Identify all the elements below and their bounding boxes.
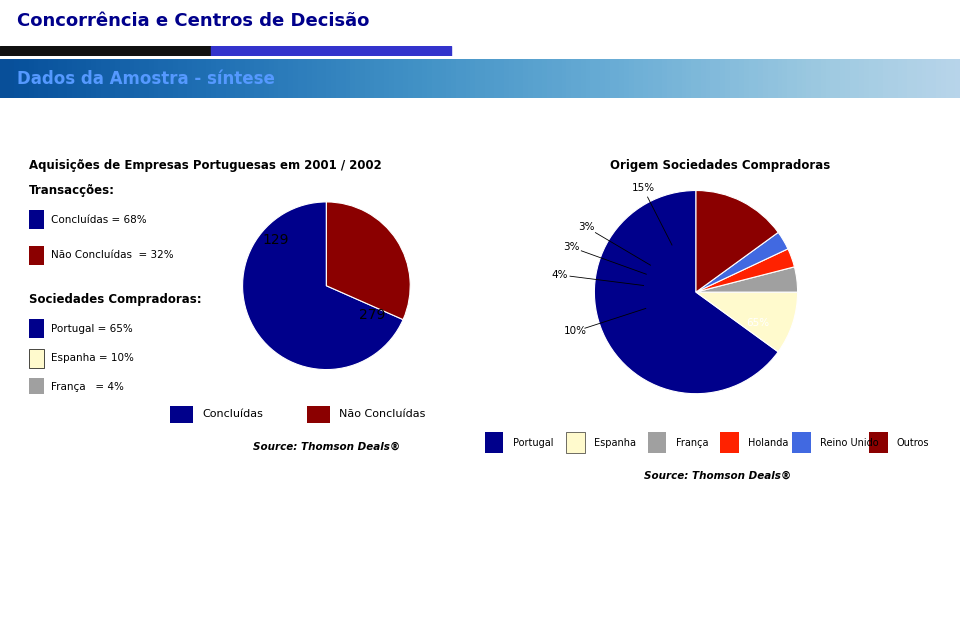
Text: 65%: 65% — [746, 319, 769, 328]
Text: Transacções:: Transacções: — [29, 184, 115, 197]
Bar — [792, 432, 810, 453]
Text: Aquisições de Empresas Portuguesas em 2001 / 2002: Aquisições de Empresas Portuguesas em 20… — [29, 159, 381, 172]
Bar — [720, 432, 738, 453]
Wedge shape — [696, 267, 798, 292]
Text: Transacções em Portugal 2001 e 2002: Transacções em Portugal 2001 e 2002 — [317, 111, 643, 126]
Text: França   = 4%: França = 4% — [51, 382, 124, 392]
Text: 3%: 3% — [579, 222, 595, 232]
Bar — [29, 319, 44, 338]
Wedge shape — [696, 190, 779, 292]
Text: Portugal = 65%: Portugal = 65% — [51, 324, 133, 334]
Text: Source: Thomson Deals®: Source: Thomson Deals® — [644, 471, 791, 481]
Text: Espanha = 10%: Espanha = 10% — [51, 353, 134, 363]
Bar — [0, 46, 211, 56]
Bar — [29, 378, 44, 397]
Bar — [566, 432, 585, 453]
Text: França: França — [676, 438, 708, 448]
Bar — [648, 432, 666, 453]
Text: Concorrência e Centros de Decisão: Concorrência e Centros de Decisão — [17, 11, 370, 30]
Bar — [211, 46, 451, 56]
Bar — [170, 406, 193, 423]
Wedge shape — [696, 249, 795, 292]
Text: Holanda: Holanda — [748, 438, 788, 448]
Text: Não Concluídas  = 32%: Não Concluídas = 32% — [51, 250, 174, 260]
Text: 3%: 3% — [564, 243, 580, 252]
Wedge shape — [594, 190, 779, 394]
Text: Não Concluídas: Não Concluídas — [340, 410, 426, 419]
Text: Espanha: Espanha — [594, 438, 636, 448]
Bar — [307, 406, 329, 423]
Text: Source: Thomson Deals®: Source: Thomson Deals® — [252, 442, 400, 452]
Text: 15%: 15% — [632, 183, 655, 193]
Bar — [485, 432, 503, 453]
Wedge shape — [696, 232, 788, 292]
Text: Concluídas: Concluídas — [203, 410, 263, 419]
Text: Reino Unido: Reino Unido — [820, 438, 878, 448]
Text: Transaction Advisory Services: Transaction Advisory Services — [17, 610, 216, 622]
Text: ≡  Ernst & Young: ≡ Ernst & Young — [820, 610, 931, 622]
Text: 4%: 4% — [552, 270, 568, 280]
Text: (unidade: número de transacções): (unidade: número de transacções) — [366, 130, 594, 143]
Text: 129: 129 — [263, 232, 289, 246]
Wedge shape — [696, 292, 798, 352]
Bar — [29, 210, 44, 229]
Text: 6: 6 — [475, 609, 485, 623]
Text: Outros: Outros — [897, 438, 929, 448]
Text: Concluídas = 68%: Concluídas = 68% — [51, 215, 147, 225]
Text: Origem Sociedades Compradoras: Origem Sociedades Compradoras — [610, 159, 830, 172]
Text: Dados da Amostra - síntese: Dados da Amostra - síntese — [17, 70, 276, 88]
Text: Portugal: Portugal — [513, 438, 553, 448]
Text: 279: 279 — [359, 308, 386, 322]
Wedge shape — [243, 202, 403, 370]
Bar — [29, 349, 44, 368]
Wedge shape — [326, 202, 410, 319]
Text: Sociedades Compradoras:: Sociedades Compradoras: — [29, 293, 202, 306]
Bar — [869, 432, 888, 453]
Bar — [29, 246, 44, 265]
Text: 10%: 10% — [564, 326, 587, 337]
